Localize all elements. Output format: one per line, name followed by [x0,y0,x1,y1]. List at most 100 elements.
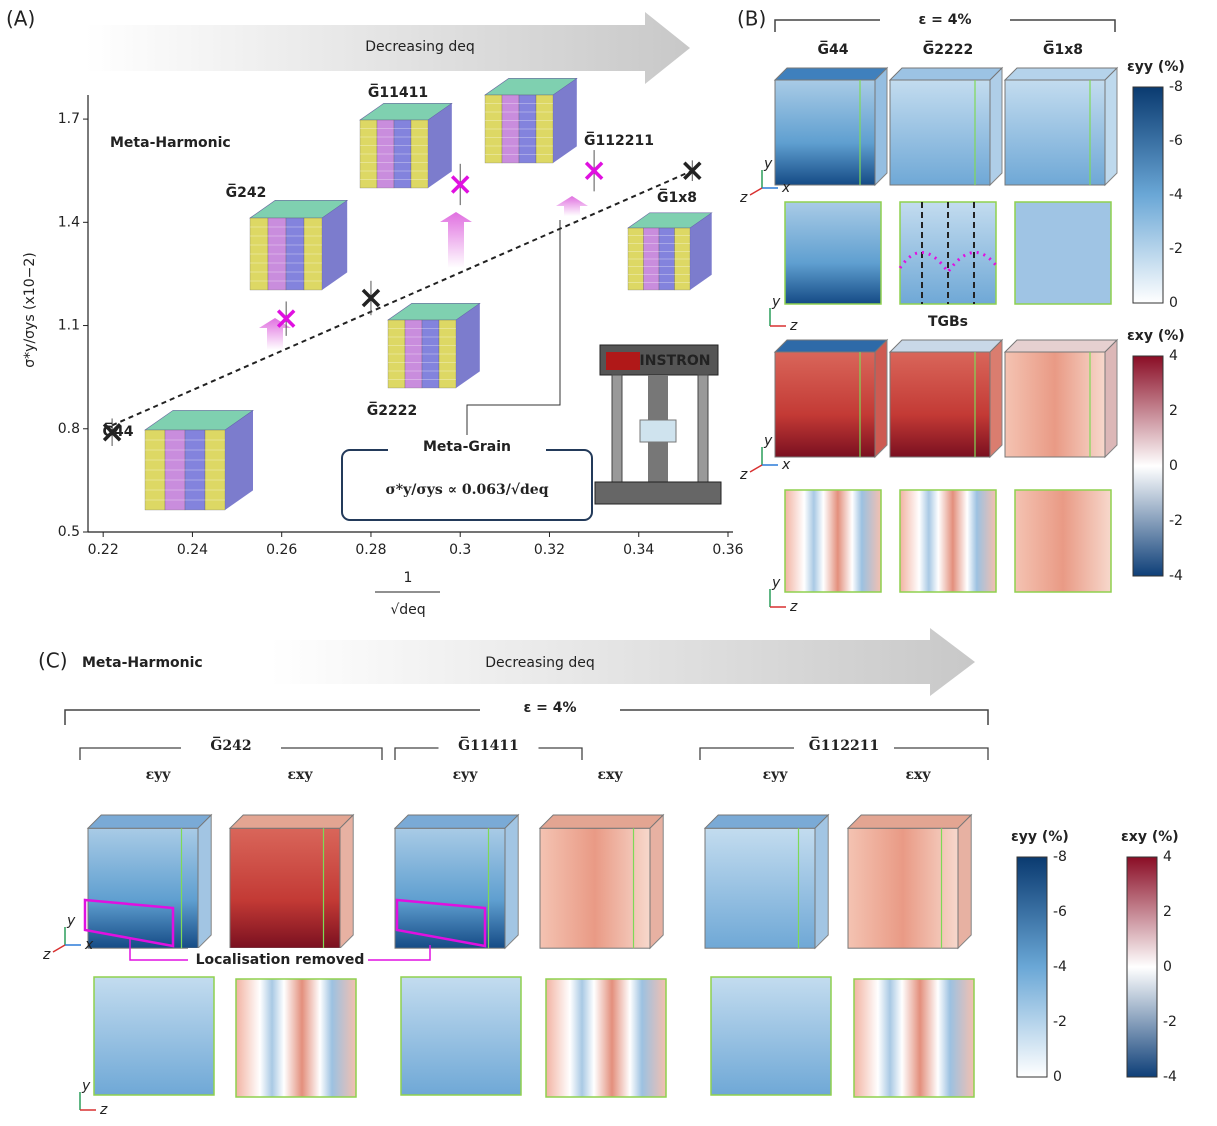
colorbar-tick-label: -6 [1053,904,1067,920]
lattice-cube [485,78,577,163]
heatmap-slice [711,977,831,1095]
colorbar-tick-label: 2 [1163,904,1172,920]
equation: σ*y/σys ∝ 0.063/√deq [385,482,548,498]
triad-axis [53,945,65,952]
cube-side [505,815,518,948]
annotation: Meta-Harmonic [110,135,231,151]
heatmap-cube [1005,340,1117,457]
heatmap-slice [785,490,881,592]
cube-top [395,815,518,828]
x-tick-label: 0.28 [355,542,386,558]
colorbar-tick-label: -2 [1053,1014,1067,1030]
cube-top [890,68,1002,80]
colorbar [1017,857,1047,1077]
group-label: G̅242 [210,735,251,754]
strain-label: ε = 4% [523,700,576,716]
cube-top [540,815,663,828]
x-tick-label: 0.22 [88,542,119,558]
cube-top [1005,68,1117,80]
heatmap-slice [1015,490,1111,592]
specimen [640,420,676,442]
heatmap-cube [775,340,887,457]
colorbar-tick-label: 2 [1169,403,1178,419]
y-tick-label: 1.4 [58,214,80,230]
triad-axis [750,188,762,195]
cube-side [815,815,828,948]
triad-label: y [771,294,781,310]
point-label: G̅112211 [584,130,654,149]
cube-top [848,815,971,828]
cube-side [198,815,211,948]
group-label: G̅112211 [809,735,879,754]
triad-label: z [739,467,748,483]
colorbar-title: εxy (%) [1121,829,1179,845]
component-label: εyy [146,767,172,783]
point-label: G̅44 [103,421,134,440]
group-label: G̅11411 [458,735,519,754]
panel-label: (B) [737,7,766,31]
triad-label: x [84,937,94,953]
column-label: G̅2222 [923,39,973,58]
x-tick-label: 0.24 [177,542,208,558]
triad-label: x [781,180,791,196]
heatmap-slice [785,202,881,304]
heatmap-cube [705,815,828,948]
figure: (A) Decreasing deq (C) Meta-Harmonic Dec… [0,0,1217,1126]
colorbar-title: εyy (%) [1011,829,1069,845]
triad-label: y [771,575,781,591]
cube-side [990,68,1002,185]
strain-label: ε = 4% [918,12,971,28]
triad-label: y [81,1078,91,1094]
cube-side [1105,340,1117,457]
triad-label: z [42,947,51,963]
cube-side [340,815,353,948]
machine-base [595,482,721,504]
cube-top [1005,340,1117,352]
component-label: εyy [453,767,479,783]
column-label: G̅1x8 [1043,39,1083,58]
component-label: εxy [906,767,932,783]
point-label: G̅242 [226,182,267,201]
colorbar-tick-label: 4 [1169,348,1178,364]
panel-title: Meta-Harmonic [82,655,203,671]
triad-axis [750,465,762,472]
heatmap-cube [395,815,518,948]
triad-label: z [99,1102,108,1118]
cube-top [88,815,211,828]
x-tick-label: 0.26 [266,542,297,558]
machine-logo [606,352,640,370]
column-label: G̅44 [818,39,849,58]
colorbar-tick-label: -8 [1053,849,1067,865]
heatmap-cube [890,340,1002,457]
heatmap-cube [230,815,353,948]
x-tick-label: 0.36 [712,542,743,558]
y-tick-label: 0.5 [58,524,80,540]
colorbar [1133,356,1163,576]
machine-label: INSTRON [640,353,711,369]
colorbar-tick-label: -4 [1163,1069,1177,1085]
point-label: G̅2222 [367,400,417,419]
y-tick-label: 1.7 [58,111,80,127]
colorbar-tick-label: 0 [1169,458,1178,474]
heatmap-slice [94,977,214,1095]
lattice-cube [250,200,347,290]
cube-top [775,340,887,352]
colorbar-tick-label: -2 [1169,513,1183,529]
component-label: εyy [763,767,789,783]
arrow-text: Decreasing deq [365,39,475,55]
arrow-text: Decreasing deq [485,655,595,671]
triad-label: y [763,156,773,172]
machine-grip [648,442,668,482]
cube-top [230,815,353,828]
heatmap-slice [900,490,996,592]
colorbar-tick-label: -2 [1163,1014,1177,1030]
triad-label: x [781,457,791,473]
lattice-cube [360,103,452,188]
point-label: G̅11411 [368,82,428,101]
colorbar-tick-label: -4 [1053,959,1067,975]
heatmap-slice [854,979,974,1097]
connector [467,220,560,435]
colorbar-tick-label: -8 [1169,79,1183,95]
note: Localisation removed [196,952,365,968]
colorbar-tick-label: 0 [1169,295,1178,311]
